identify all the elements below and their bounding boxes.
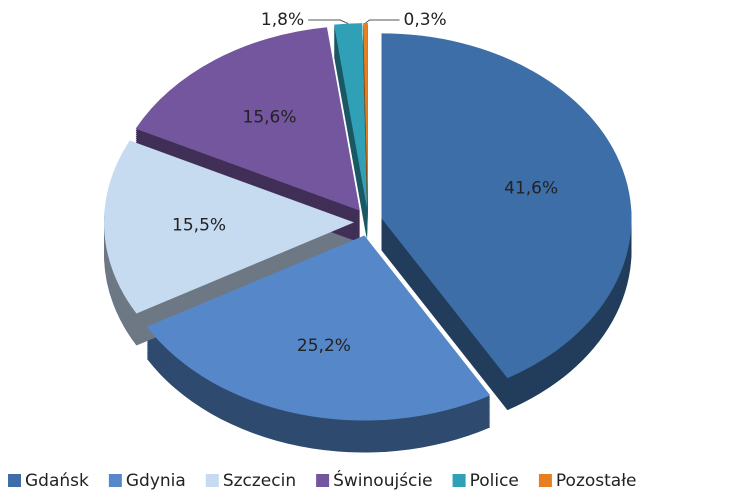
legend-label: Szczecin xyxy=(223,471,296,491)
slice xyxy=(334,23,367,209)
slice xyxy=(135,27,360,211)
legend-label: Gdynia xyxy=(126,471,186,491)
legend-label: Pozostałe xyxy=(556,471,637,491)
value-label: 15,5% xyxy=(172,216,226,236)
legend-swatch xyxy=(205,474,219,487)
value-label: 1,8% xyxy=(261,10,304,30)
value-label: 41,6% xyxy=(504,178,558,198)
legend-label: Police xyxy=(470,471,519,491)
legend-swatch xyxy=(538,474,552,487)
slice xyxy=(381,33,632,379)
legend-swatch xyxy=(8,474,21,487)
legend-label: Gdańsk xyxy=(25,471,89,491)
legend-swatch xyxy=(108,474,122,487)
slice xyxy=(104,140,355,314)
slice xyxy=(146,235,491,421)
value-label: 25,2% xyxy=(297,336,351,356)
value-label: 15,6% xyxy=(243,107,297,127)
leader-line xyxy=(308,19,349,25)
legend-label: Świnoujście xyxy=(333,469,432,491)
legend-swatch xyxy=(452,474,466,487)
leader-line xyxy=(365,19,400,24)
slice xyxy=(363,23,368,209)
legend-swatch xyxy=(316,474,330,487)
value-label: 0,3% xyxy=(404,10,447,30)
